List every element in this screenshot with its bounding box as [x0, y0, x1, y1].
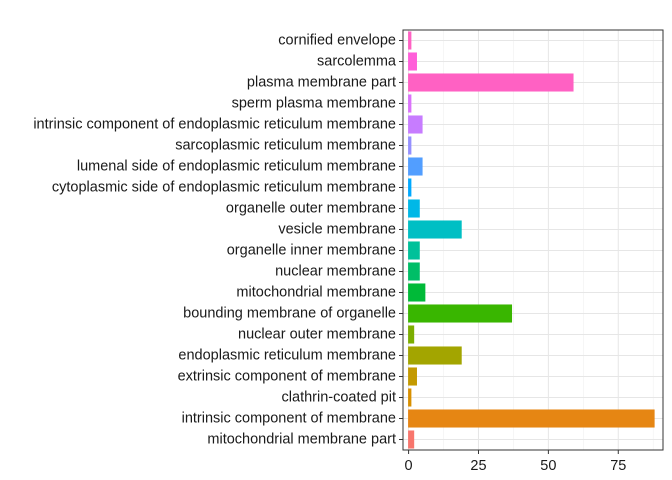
x-axis-labels: 0 25 50 75	[405, 458, 627, 474]
y-tick-label: vesicle membrane	[278, 222, 396, 238]
y-tick-label: sarcolemma	[317, 54, 397, 70]
bar	[408, 115, 423, 134]
minor-grid	[443, 30, 654, 450]
y-tick-label: extrinsic component of membrane	[178, 369, 396, 385]
x-tick-label: 0	[405, 458, 413, 474]
y-tick-label: plasma membrane part	[247, 75, 396, 91]
x-tick-label: 75	[610, 458, 626, 474]
y-tick-label: sarcoplasmic reticulum membrane	[175, 138, 396, 154]
y-tick-label: clathrin-coated pit	[282, 390, 396, 406]
major-grid	[403, 30, 663, 450]
bar	[408, 157, 423, 176]
y-tick-label: cornified envelope	[278, 33, 396, 49]
y-tick-label: mitochondrial membrane part	[207, 432, 396, 448]
panel-border	[402, 29, 664, 451]
bar	[408, 409, 655, 428]
bar	[408, 367, 417, 386]
bar	[408, 241, 420, 260]
x-tick-label: 50	[540, 458, 556, 474]
panel-border-background	[403, 30, 663, 450]
y-tick-label: lumenal side of endoplasmic reticulum me…	[77, 159, 396, 175]
y-tick-label: intrinsic component of membrane	[182, 411, 396, 427]
bar	[408, 346, 462, 365]
y-tick-label: sperm plasma membrane	[232, 96, 396, 112]
y-tick-label: nuclear membrane	[275, 264, 396, 280]
y-tick-label: nuclear outer membrane	[238, 327, 396, 343]
bar	[408, 388, 412, 407]
bar	[408, 199, 420, 218]
y-tick-label: endoplasmic reticulum membrane	[178, 348, 396, 364]
y-tick-label: mitochondrial membrane	[236, 285, 396, 301]
y-tick-label: organelle inner membrane	[227, 243, 396, 259]
y-axis-labels: cornified envelope sarcolemma plasma membr…	[33, 33, 397, 448]
y-tick-label: organelle outer membrane	[226, 201, 396, 217]
bars	[408, 31, 655, 449]
bar	[408, 325, 415, 344]
y-tick-label: cytoplasmic side of endoplasmic reticulu…	[52, 180, 396, 196]
bar	[408, 283, 426, 302]
bar	[408, 94, 412, 113]
bar	[408, 52, 417, 71]
bar	[408, 262, 420, 281]
y-tick-label: intrinsic component of endoplasmic retic…	[33, 117, 396, 133]
bar	[408, 136, 412, 155]
bar	[408, 31, 412, 50]
bar	[408, 73, 574, 92]
bar	[408, 304, 513, 323]
y-tick-label: bounding membrane of organelle	[183, 306, 396, 322]
x-axis-ticks	[408, 450, 619, 454]
bar	[408, 220, 462, 239]
bar	[408, 430, 415, 449]
bar	[408, 178, 412, 197]
y-axis-ticks	[399, 40, 403, 440]
x-tick-label: 25	[470, 458, 486, 474]
